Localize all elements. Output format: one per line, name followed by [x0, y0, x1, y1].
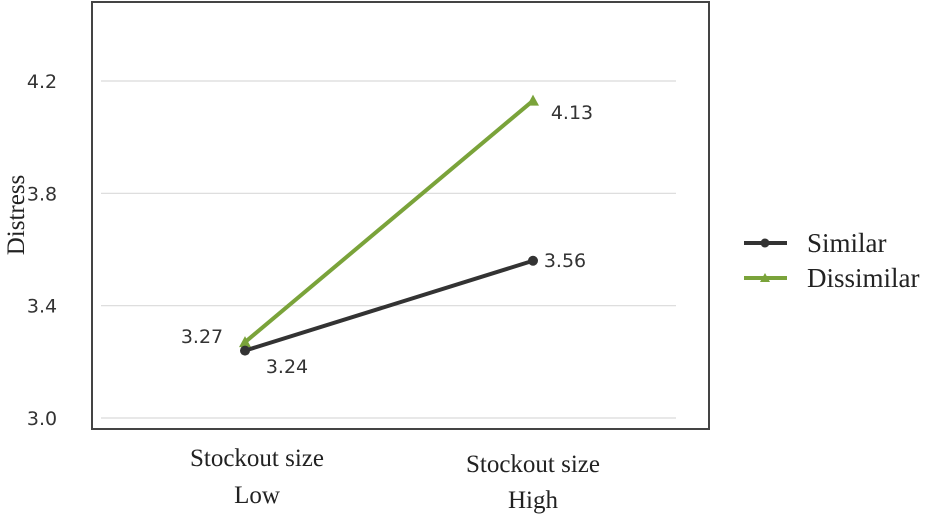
series	[239, 94, 539, 356]
legend-label: Dissimilar	[807, 263, 920, 293]
legend-label: Similar	[807, 228, 887, 258]
x-axis-categories: Stockout size Low Stockout size High	[190, 445, 600, 514]
data-point	[528, 255, 538, 266]
y-tick-label: 3.0	[27, 408, 57, 430]
x-category-label: Stockout size	[190, 445, 324, 472]
data-label: 4.13	[551, 102, 593, 124]
series-line-similar	[243, 258, 535, 353]
data-point	[239, 336, 251, 348]
data-labels: 3.24 3.56 3.27 4.13	[181, 102, 593, 378]
data-point	[240, 345, 250, 356]
y-tick-label: 3.4	[27, 296, 57, 318]
plot-frame	[91, 1, 710, 430]
y-axis-ticks: 3.0 3.4 3.8 4.2	[27, 71, 57, 430]
legend-marker	[760, 273, 770, 282]
y-tick-label: 4.2	[27, 71, 57, 93]
data-point	[527, 94, 539, 106]
data-label: 3.27	[181, 326, 223, 348]
series-line-dissimilar	[243, 98, 535, 345]
y-tick-label: 3.8	[27, 183, 57, 205]
legend-marker	[760, 238, 770, 248]
y-axis-title: Distress	[3, 175, 30, 256]
data-label: 3.24	[266, 356, 308, 378]
gridlines	[101, 80, 676, 419]
legend: Similar Dissimilar	[744, 228, 920, 293]
x-category-label: High	[508, 487, 559, 514]
x-category-label: Low	[234, 482, 280, 509]
data-label: 3.56	[544, 250, 586, 272]
x-category-label: Stockout size	[466, 451, 600, 478]
